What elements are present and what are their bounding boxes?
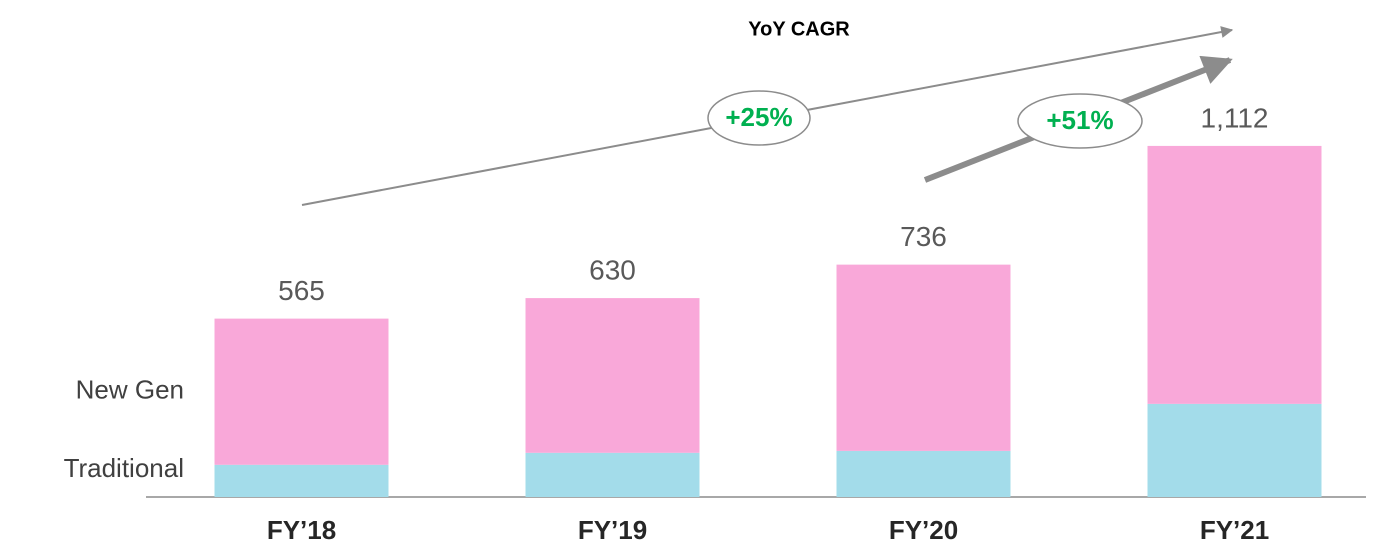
badge xyxy=(1017,93,1143,149)
bar-segment xyxy=(525,298,700,453)
x-tick-label: FY’20 xyxy=(889,515,958,545)
bar-segment xyxy=(836,264,1011,451)
total-label: 565 xyxy=(278,275,325,306)
total-label: 630 xyxy=(589,254,636,285)
chart-title: YoY CAGR xyxy=(748,18,850,40)
annotation: +25% xyxy=(725,102,792,132)
legend-label: New Gen xyxy=(76,375,184,405)
bar-segment xyxy=(214,464,389,497)
legend-label: Traditional xyxy=(64,453,184,483)
annotation: +51% xyxy=(1046,105,1113,135)
bar-segment xyxy=(1147,403,1322,497)
total-label: 1,112 xyxy=(1201,102,1269,133)
x-tick-label: FY’21 xyxy=(1200,515,1269,545)
x-tick-label: FY’18 xyxy=(267,515,336,545)
bar-segment xyxy=(214,318,389,465)
bar-segment xyxy=(836,450,1011,497)
bar-segment xyxy=(1147,145,1322,404)
bar-segment xyxy=(525,452,700,497)
x-tick-label: FY’19 xyxy=(578,515,647,545)
total-label: 736 xyxy=(900,221,947,252)
badge xyxy=(707,90,811,146)
